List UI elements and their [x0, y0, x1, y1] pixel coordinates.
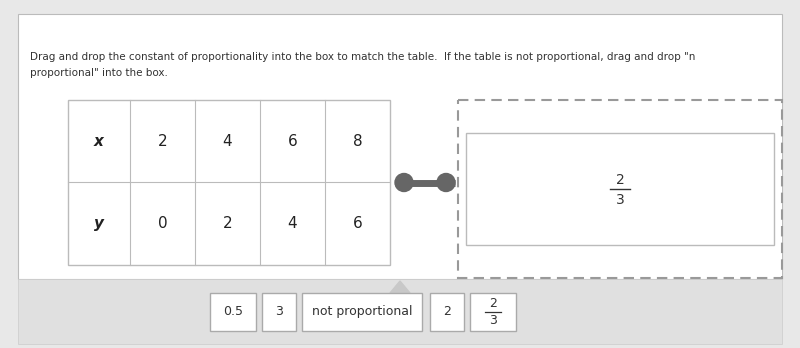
- Bar: [302, 293, 422, 331]
- Text: 2: 2: [616, 173, 624, 187]
- Text: proportional" into the box.: proportional" into the box.: [30, 68, 168, 78]
- Bar: [466, 133, 774, 245]
- Text: 6: 6: [288, 134, 298, 149]
- Text: 2: 2: [222, 216, 232, 231]
- Text: 0: 0: [158, 216, 167, 231]
- Circle shape: [395, 174, 413, 191]
- Text: 3: 3: [275, 305, 283, 318]
- Circle shape: [437, 174, 455, 191]
- Bar: [470, 293, 516, 331]
- Text: y: y: [94, 216, 104, 231]
- Text: 3: 3: [616, 193, 624, 207]
- Text: 2: 2: [489, 297, 497, 310]
- Bar: [18, 14, 782, 279]
- Text: x: x: [94, 134, 104, 149]
- Text: 8: 8: [353, 134, 362, 149]
- Text: 3: 3: [489, 314, 497, 327]
- Text: 6: 6: [353, 216, 362, 231]
- Bar: [262, 293, 296, 331]
- Bar: [210, 293, 256, 331]
- Bar: [430, 293, 464, 331]
- Bar: [68, 100, 390, 265]
- Bar: [18, 279, 782, 344]
- Text: 2: 2: [158, 134, 167, 149]
- Text: 0.5: 0.5: [223, 305, 243, 318]
- Bar: [458, 100, 782, 278]
- Polygon shape: [390, 281, 410, 293]
- Text: Drag and drop the constant of proportionality into the box to match the table.  : Drag and drop the constant of proportion…: [30, 52, 695, 62]
- Text: 4: 4: [222, 134, 232, 149]
- Text: 2: 2: [443, 305, 451, 318]
- Text: not proportional: not proportional: [312, 305, 412, 318]
- Text: 4: 4: [288, 216, 298, 231]
